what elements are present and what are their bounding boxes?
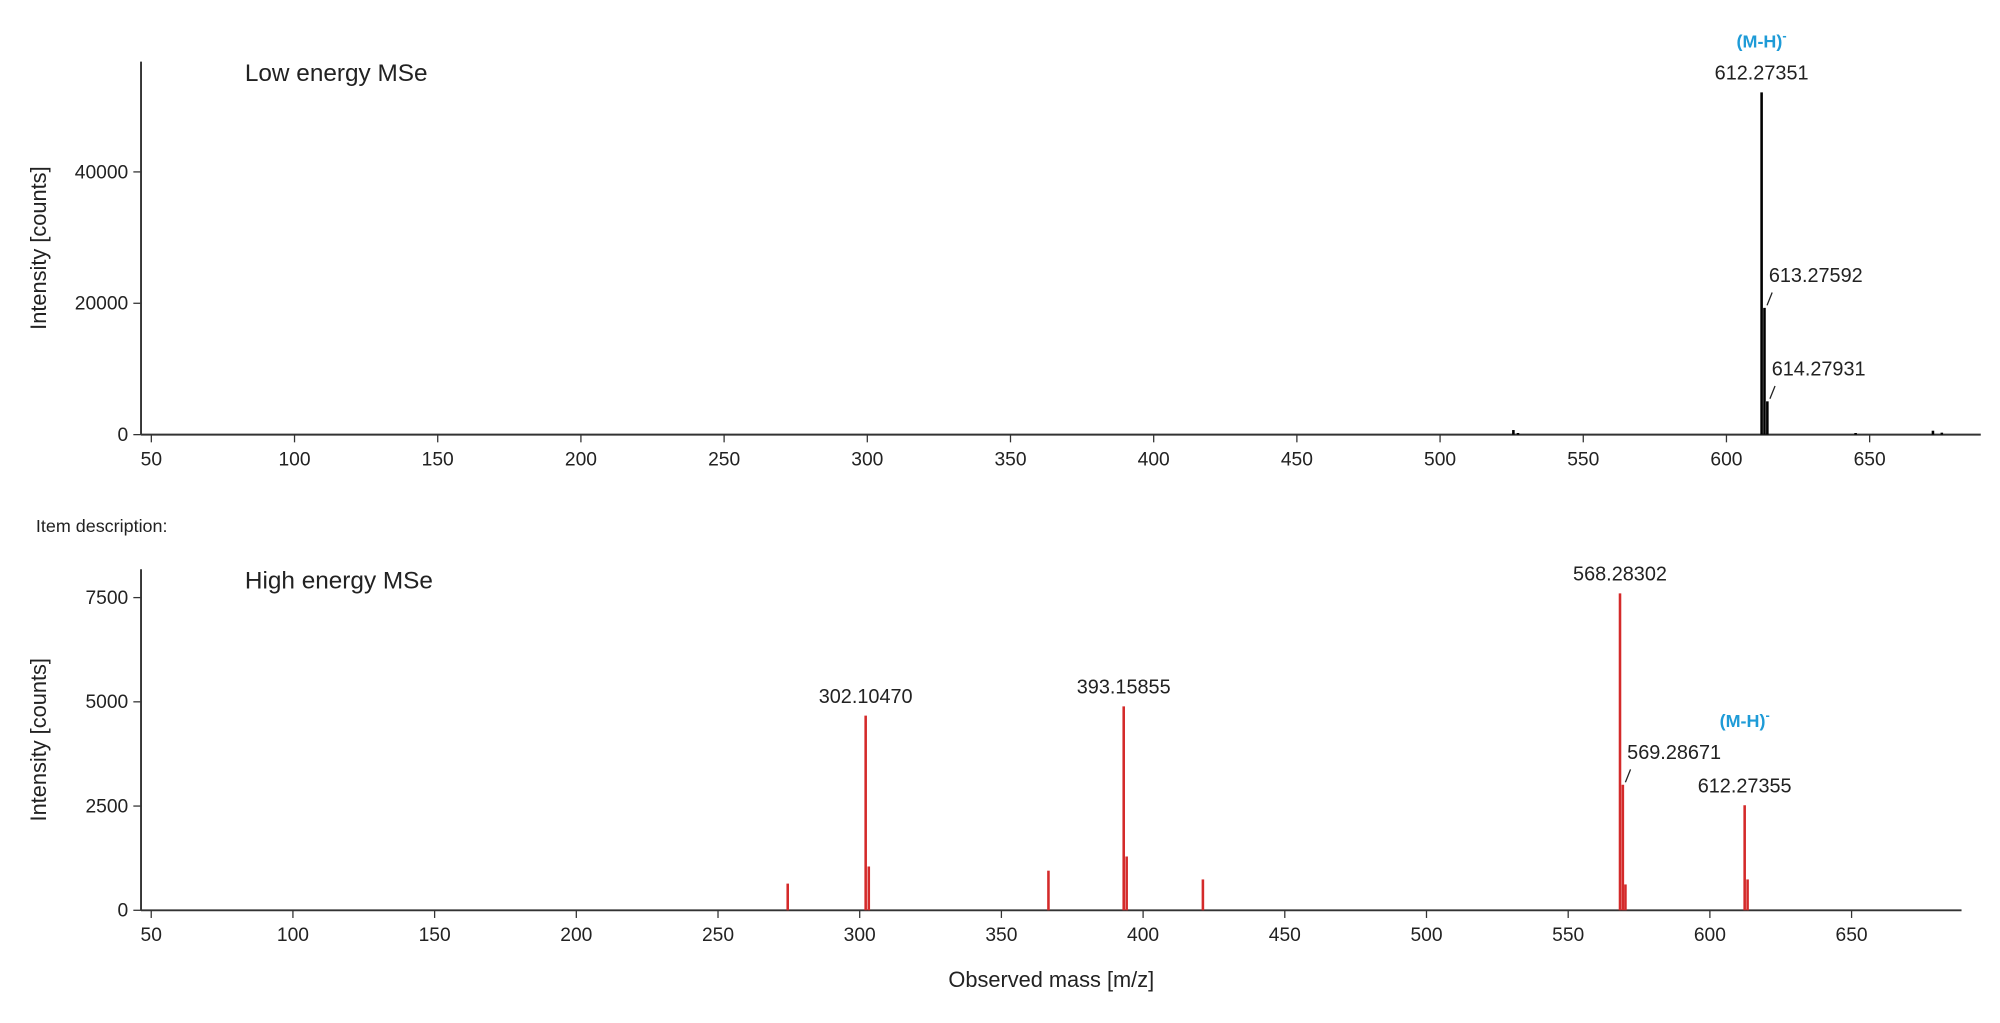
ion-charge: - bbox=[1765, 707, 1769, 722]
y-tick-label: 7500 bbox=[85, 588, 128, 609]
peak-label: 612.27351 bbox=[1715, 63, 1809, 85]
x-tick-label: 550 bbox=[1552, 925, 1584, 946]
section-label: Item description: bbox=[36, 516, 168, 536]
y-axis-label: Intensity [counts] bbox=[26, 658, 51, 821]
ion-label: (M-H)- bbox=[1737, 28, 1787, 52]
x-tick-label: 400 bbox=[1138, 449, 1170, 470]
x-tick-label: 300 bbox=[844, 925, 876, 946]
y-axis-label: Intensity [counts] bbox=[26, 166, 51, 329]
peak-label: 569.28671 bbox=[1627, 742, 1721, 764]
x-tick-label: 500 bbox=[1410, 925, 1442, 946]
leader bbox=[1766, 292, 1773, 306]
x-axis-label: Observed mass [m/z] bbox=[948, 967, 1154, 992]
peak-label: 612.27355 bbox=[1698, 775, 1792, 797]
x-tick-label: 150 bbox=[422, 449, 454, 470]
peak-label: 614.27931 bbox=[1772, 359, 1866, 381]
y-tick-label: 40000 bbox=[75, 162, 128, 183]
x-tick-label: 500 bbox=[1424, 449, 1456, 470]
y-tick-label: 20000 bbox=[75, 294, 128, 315]
x-tick-label: 300 bbox=[851, 449, 883, 470]
leader bbox=[1624, 769, 1632, 783]
peak-label: 568.28302 bbox=[1573, 564, 1667, 586]
x-tick-label: 350 bbox=[994, 449, 1026, 470]
x-tick-label: 350 bbox=[985, 925, 1017, 946]
x-tick-label: 550 bbox=[1567, 449, 1599, 470]
panel-title: High energy MSe bbox=[245, 567, 433, 594]
x-tick-label: 400 bbox=[1127, 925, 1159, 946]
leader bbox=[1769, 385, 1776, 400]
ion-charge: - bbox=[1782, 28, 1786, 43]
peak-label: 613.27592 bbox=[1769, 265, 1863, 287]
x-tick-label: 150 bbox=[419, 925, 451, 946]
ion-name: (M-H) bbox=[1720, 711, 1766, 731]
y-tick-label: 2500 bbox=[85, 796, 128, 817]
x-tick-label: 450 bbox=[1281, 449, 1313, 470]
x-tick-label: 600 bbox=[1694, 925, 1726, 946]
x-tick-label: 100 bbox=[278, 449, 310, 470]
x-tick-label: 250 bbox=[708, 449, 740, 470]
x-tick-label: 650 bbox=[1854, 449, 1886, 470]
x-tick-label: 200 bbox=[565, 449, 597, 470]
y-tick-label: 0 bbox=[118, 901, 129, 922]
x-tick-label: 200 bbox=[560, 925, 592, 946]
panel-title: Low energy MSe bbox=[245, 60, 428, 87]
ion-label: (M-H)- bbox=[1720, 707, 1770, 731]
y-tick-label: 0 bbox=[118, 425, 129, 446]
x-tick-label: 50 bbox=[141, 925, 162, 946]
x-tick-label: 50 bbox=[141, 449, 162, 470]
x-tick-label: 250 bbox=[702, 925, 734, 946]
peak-label: 393.15855 bbox=[1077, 677, 1171, 699]
y-tick-label: 5000 bbox=[85, 692, 128, 713]
x-tick-label: 600 bbox=[1710, 449, 1742, 470]
peak-label: 302.10470 bbox=[819, 686, 913, 708]
x-tick-label: 650 bbox=[1836, 925, 1868, 946]
x-tick-label: 100 bbox=[277, 925, 309, 946]
x-tick-label: 450 bbox=[1269, 925, 1301, 946]
ion-name: (M-H) bbox=[1737, 32, 1783, 52]
